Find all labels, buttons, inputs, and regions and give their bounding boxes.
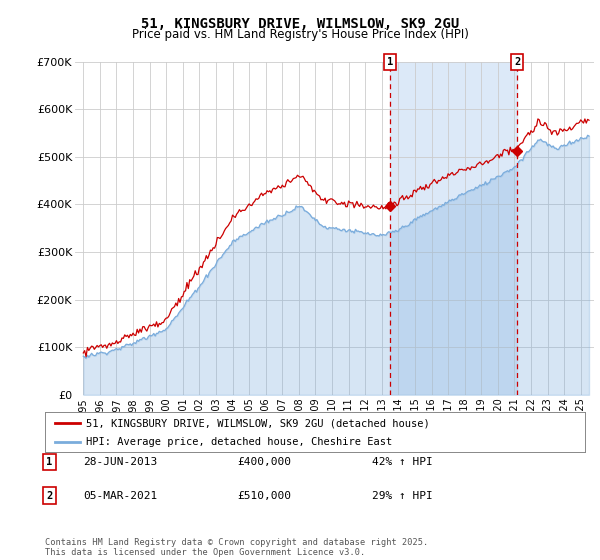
Text: Contains HM Land Registry data © Crown copyright and database right 2025.
This d: Contains HM Land Registry data © Crown c… <box>45 538 428 557</box>
Text: 2: 2 <box>514 57 520 67</box>
Text: 2: 2 <box>46 491 52 501</box>
Text: 51, KINGSBURY DRIVE, WILMSLOW, SK9 2GU: 51, KINGSBURY DRIVE, WILMSLOW, SK9 2GU <box>141 17 459 31</box>
Text: 29% ↑ HPI: 29% ↑ HPI <box>371 491 433 501</box>
Text: £510,000: £510,000 <box>237 491 291 501</box>
Text: 05-MAR-2021: 05-MAR-2021 <box>83 491 157 501</box>
Text: 1: 1 <box>387 57 393 67</box>
Text: 1: 1 <box>46 457 52 467</box>
Text: 51, KINGSBURY DRIVE, WILMSLOW, SK9 2GU (detached house): 51, KINGSBURY DRIVE, WILMSLOW, SK9 2GU (… <box>86 418 429 428</box>
Bar <box>390 62 517 395</box>
Text: Price paid vs. HM Land Registry's House Price Index (HPI): Price paid vs. HM Land Registry's House … <box>131 28 469 41</box>
Text: 42% ↑ HPI: 42% ↑ HPI <box>371 457 433 467</box>
Text: HPI: Average price, detached house, Cheshire East: HPI: Average price, detached house, Ches… <box>86 437 392 446</box>
Text: 28-JUN-2013: 28-JUN-2013 <box>83 457 157 467</box>
Text: £400,000: £400,000 <box>237 457 291 467</box>
